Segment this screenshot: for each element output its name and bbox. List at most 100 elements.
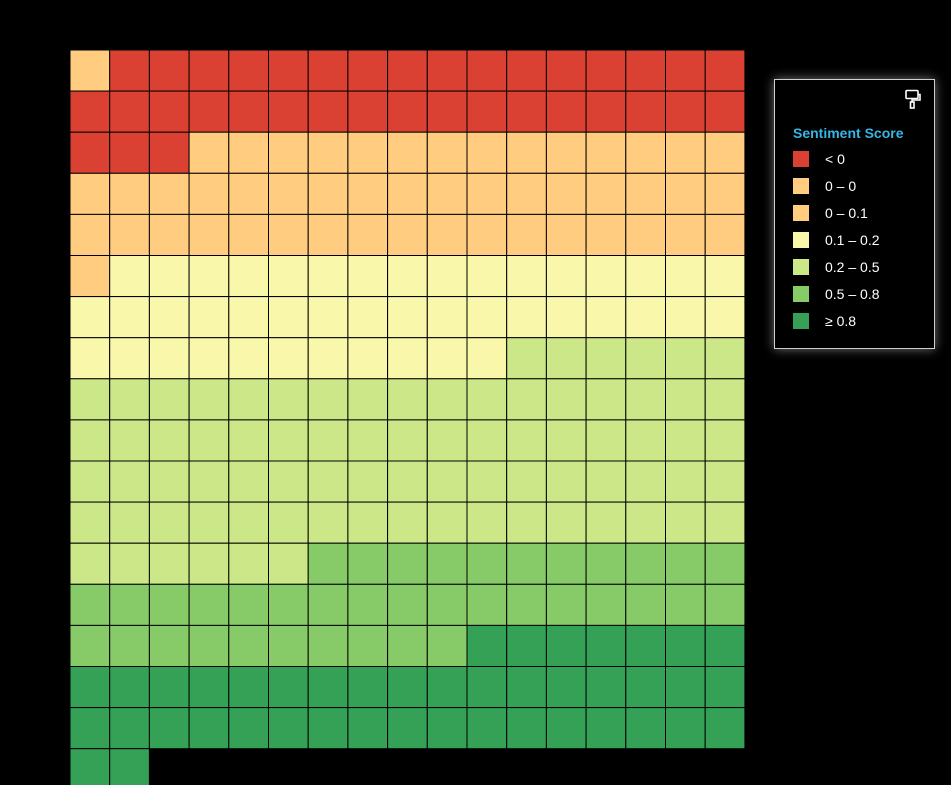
waffle-cell-4: [625, 460, 666, 503]
waffle-cell-0: [545, 90, 587, 133]
waffle-cell-3: [625, 255, 666, 298]
waffle-cell-2: [387, 131, 428, 174]
legend-item[interactable]: 0 – 0.1: [793, 204, 868, 222]
waffle-cell-4: [387, 419, 428, 462]
waffle-cell-5: [347, 583, 389, 626]
waffle-cell-4: [347, 460, 389, 503]
waffle-cell-3: [704, 296, 746, 339]
legend-item[interactable]: 0.2 – 0.5: [793, 258, 880, 276]
waffle-cell-5: [426, 624, 468, 668]
waffle-cell-2: [188, 213, 230, 256]
waffle-cell-3: [228, 296, 270, 339]
waffle-cell-6: [506, 707, 547, 750]
waffle-cell-2: [506, 213, 547, 256]
waffle-cell-4: [585, 501, 627, 544]
waffle-cell-6: [69, 666, 111, 709]
waffle-cell-4: [466, 501, 508, 544]
waffle-cell-4: [268, 501, 309, 544]
waffle-cell-5: [466, 583, 508, 626]
waffle-cell-2: [625, 213, 666, 256]
waffle-cell-5: [228, 624, 270, 668]
waffle-cell-2: [426, 131, 468, 174]
waffle-cell-4: [148, 501, 190, 544]
waffle-cell-6: [307, 707, 349, 750]
waffle-cell-4: [387, 460, 428, 503]
waffle-cell-4: [545, 378, 587, 421]
waffle-cell-2: [109, 172, 150, 215]
waffle-cell-6: [704, 707, 746, 750]
waffle-cell-6: [704, 624, 746, 668]
legend-item[interactable]: 0 – 0: [793, 177, 856, 195]
waffle-cell-0: [665, 90, 706, 133]
waffle-cell-3: [148, 255, 190, 298]
waffle-cell-4: [109, 542, 150, 585]
waffle-cell-6: [148, 666, 190, 709]
waffle-cell-5: [268, 583, 309, 626]
waffle-cell-2: [545, 131, 587, 174]
waffle-cell-0: [545, 49, 587, 92]
waffle-cell-2: [228, 213, 270, 256]
waffle-cell-3: [148, 337, 190, 380]
waffle-cell-6: [466, 666, 508, 709]
waffle-cell-2: [69, 255, 111, 298]
waffle-cell-0: [347, 49, 389, 92]
legend-item[interactable]: 0.1 – 0.2: [793, 231, 880, 249]
waffle-cell-2: [466, 131, 508, 174]
waffle-cell-0: [307, 90, 349, 133]
waffle-cell-2: [585, 172, 627, 215]
waffle-cell-4: [506, 501, 547, 544]
waffle-cell-5: [585, 542, 627, 585]
waffle-cell-4: [466, 419, 508, 462]
legend-item[interactable]: 0.5 – 0.8: [793, 285, 880, 303]
waffle-cell-3: [268, 296, 309, 339]
waffle-cell-0: [188, 49, 230, 92]
waffle-cell-5: [506, 583, 547, 626]
waffle-cell-4: [188, 501, 230, 544]
waffle-cell-2: [268, 172, 309, 215]
waffle-cell-0: [704, 49, 746, 92]
waffle-cell-6: [268, 707, 309, 750]
waffle-cell-4: [307, 501, 349, 544]
waffle-cell-2: [545, 213, 587, 256]
waffle-cell-0: [426, 90, 468, 133]
legend-swatch: [793, 232, 809, 248]
waffle-cell-3: [69, 337, 111, 380]
waffle-cell-3: [268, 337, 309, 380]
legend-label: 0.5 – 0.8: [825, 286, 880, 302]
waffle-cell-4: [109, 460, 150, 503]
waffle-cell-5: [545, 583, 587, 626]
waffle-cell-4: [188, 542, 230, 585]
waffle-cell-4: [347, 419, 389, 462]
waffle-cell-3: [466, 296, 508, 339]
waffle-cell-4: [585, 419, 627, 462]
waffle-cell-2: [69, 172, 111, 215]
waffle-cell-3: [585, 296, 627, 339]
waffle-cell-4: [665, 378, 706, 421]
waffle-cell-5: [545, 542, 587, 585]
waffle-cell-6: [426, 707, 468, 750]
waffle-cell-5: [625, 583, 666, 626]
waffle-cell-3: [69, 296, 111, 339]
paint-roller-icon[interactable]: [904, 89, 922, 109]
waffle-cell-4: [506, 337, 547, 380]
waffle-cell-4: [109, 501, 150, 544]
waffle-cell-2: [188, 172, 230, 215]
waffle-cell-2: [704, 172, 746, 215]
waffle-cell-0: [704, 90, 746, 133]
legend-item[interactable]: < 0: [793, 150, 845, 168]
waffle-cell-2: [585, 131, 627, 174]
waffle-cell-4: [625, 337, 666, 380]
waffle-cell-4: [387, 378, 428, 421]
waffle-cell-3: [426, 337, 468, 380]
waffle-cell-2: [704, 213, 746, 256]
waffle-cell-5: [188, 624, 230, 668]
waffle-cell-6: [109, 707, 150, 750]
waffle-cell-5: [665, 583, 706, 626]
waffle-cell-4: [426, 378, 468, 421]
waffle-cell-4: [545, 337, 587, 380]
waffle-cell-2: [426, 213, 468, 256]
waffle-cell-4: [268, 542, 309, 585]
waffle-cell-6: [387, 707, 428, 750]
legend-item[interactable]: ≥ 0.8: [793, 312, 856, 330]
